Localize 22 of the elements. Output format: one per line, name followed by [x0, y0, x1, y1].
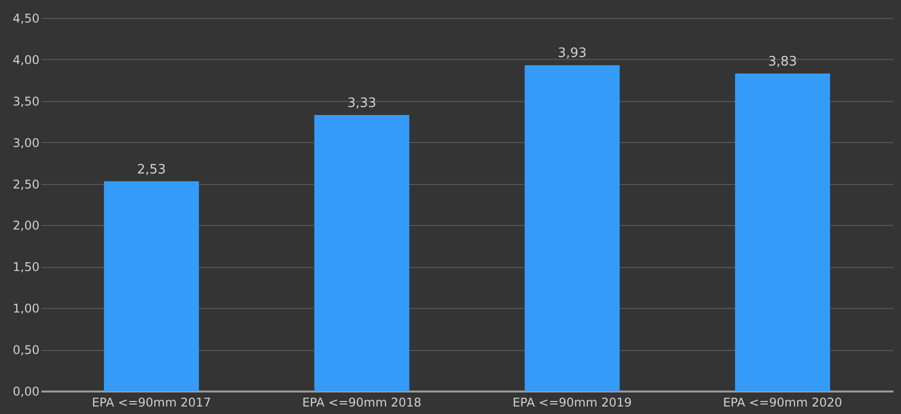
- bar: [524, 65, 620, 391]
- y-tick-label: 0,50: [12, 343, 40, 358]
- y-tick-label: 3,00: [12, 136, 40, 150]
- y-tick-label: 0,00: [12, 384, 40, 398]
- y-tick-label: 2,50: [12, 177, 40, 192]
- y-tick-label: 2,00: [12, 218, 40, 233]
- y-tick-label: 1,00: [12, 302, 40, 316]
- data-label: 3,83: [768, 54, 798, 70]
- data-label: 3,33: [347, 96, 376, 111]
- data-label: 2,53: [136, 162, 166, 178]
- y-tick-label: 4,50: [12, 12, 40, 26]
- data-label: 3,93: [558, 46, 587, 62]
- bar: [735, 74, 830, 391]
- y-tick-label: 3,50: [12, 94, 40, 108]
- bar: [104, 181, 199, 391]
- x-tick-label: EPA <=90mm 2019: [512, 396, 632, 410]
- bar: [314, 114, 410, 391]
- y-tick-label: 4,00: [12, 52, 40, 67]
- x-tick-label: EPA <=90mm 2017: [92, 396, 212, 410]
- x-tick-label: EPA <=90mm 2020: [722, 396, 842, 410]
- x-tick-label: EPA <=90mm 2018: [302, 396, 422, 410]
- y-tick-label: 1,50: [12, 260, 40, 274]
